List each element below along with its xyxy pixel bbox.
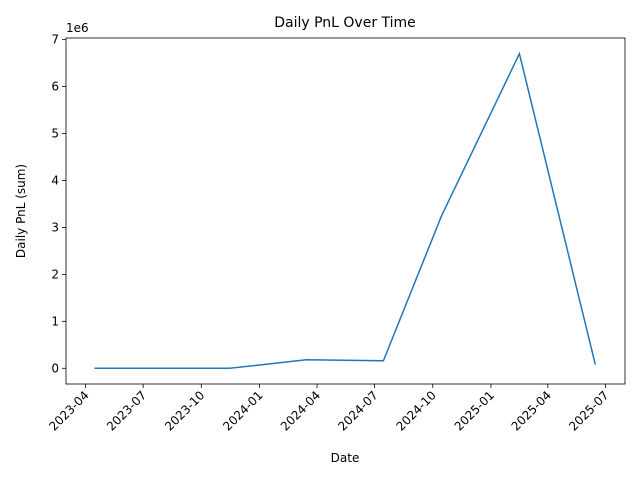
plot-frame (65, 37, 626, 385)
x-tick-label: 2025-01 (452, 388, 497, 433)
x-axis-label: Date (331, 451, 360, 465)
x-tick-label: 2023-07 (104, 388, 149, 433)
y-tick-label: 2 (51, 267, 59, 281)
y-tick-label: 5 (51, 127, 59, 141)
chart-title: Daily PnL Over Time (274, 15, 416, 31)
y-offset-label: 1e6 (66, 21, 89, 35)
y-tick-label: 6 (51, 80, 59, 94)
y-tick-label: 4 (51, 173, 59, 187)
y-axis-label: Daily PnL (sum) (14, 164, 28, 258)
x-tick-label: 2025-04 (509, 388, 554, 433)
x-tick-label: 2024-07 (335, 388, 380, 433)
x-tick-label: 2024-10 (394, 388, 439, 433)
x-tick-label: 2024-04 (278, 388, 323, 433)
y-tick-label: 0 (51, 361, 59, 375)
x-tick-label: 2024-01 (220, 388, 265, 433)
x-tick-label: 2023-10 (162, 388, 207, 433)
x-tick-label: 2025-07 (566, 388, 611, 433)
y-tick-label: 3 (51, 220, 59, 234)
y-tick-label: 7 (51, 33, 59, 47)
x-tick-label: 2023-04 (46, 388, 91, 433)
y-tick-label: 1 (51, 314, 59, 328)
data-line (94, 51, 597, 370)
